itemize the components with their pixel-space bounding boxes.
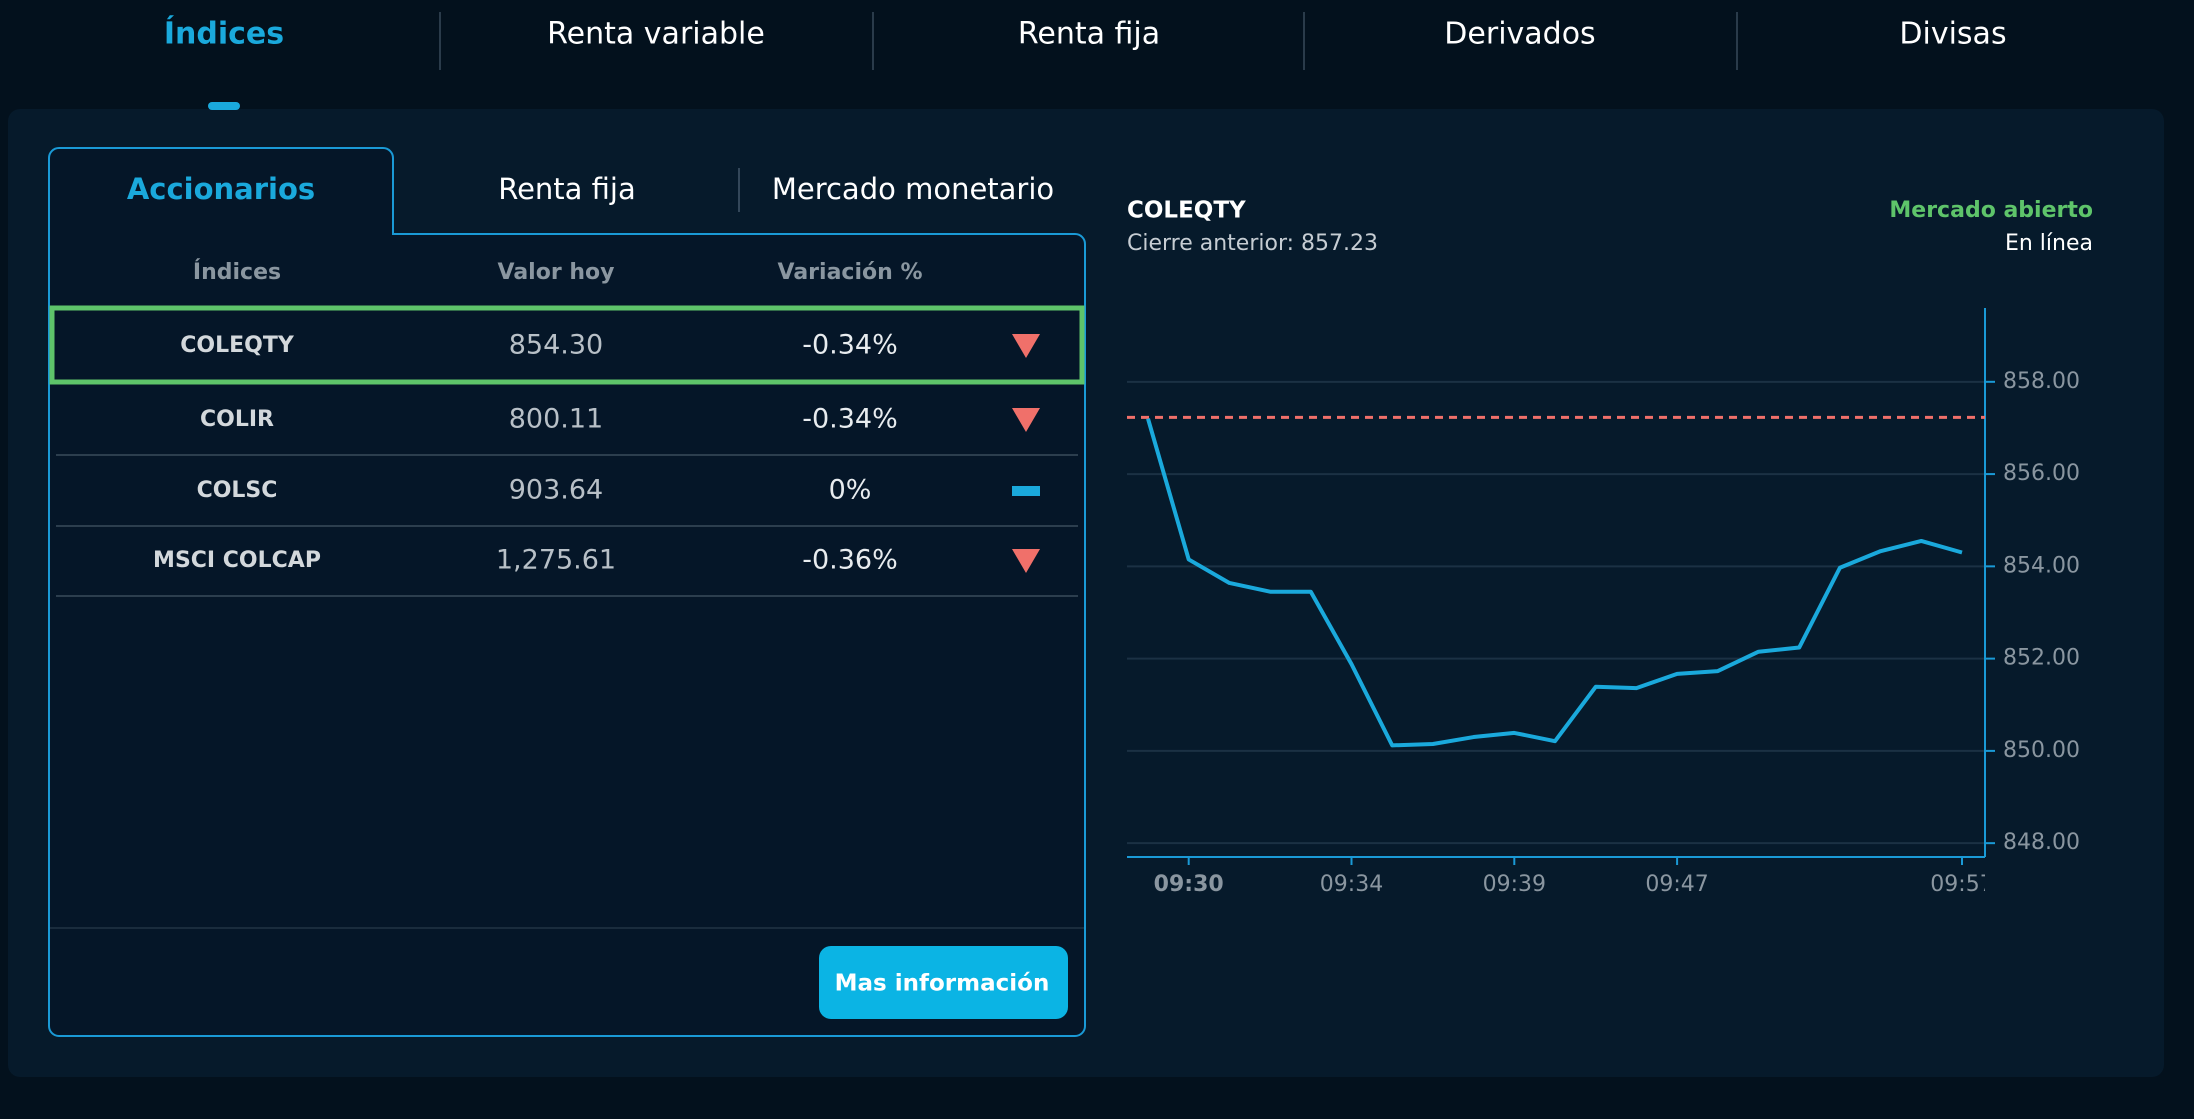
- y-tick-label: 856.00: [2003, 461, 2080, 486]
- table-cell[interactable]: 0%: [829, 475, 872, 506]
- nav-tab[interactable]: Renta fija: [1018, 17, 1160, 52]
- price-line: [1146, 418, 1963, 748]
- button-label[interactable]: Mas información: [835, 971, 1050, 997]
- y-tick-label: 848.00: [2003, 830, 2080, 855]
- subtab[interactable]: Renta fija: [498, 172, 636, 206]
- x-tick-label: 09:30: [1154, 872, 1224, 897]
- table-cell[interactable]: COLEQTY: [180, 333, 295, 358]
- table-card: [48, 147, 1086, 1037]
- nav-indicator: [208, 102, 240, 110]
- chart-title: COLEQTY: [1127, 198, 1246, 224]
- table-cell[interactable]: COLSC: [197, 478, 278, 503]
- y-tick-label: 850.00: [2003, 738, 2080, 763]
- y-tick-label: 854.00: [2003, 553, 2080, 578]
- x-tick-label: 09:47: [1645, 872, 1708, 897]
- trend-down-icon: [1012, 549, 1040, 573]
- subtab[interactable]: Accionarios: [127, 172, 315, 206]
- table-cell[interactable]: 903.64: [509, 475, 603, 506]
- column-header: Índices: [193, 259, 281, 285]
- trend-down-icon: [1012, 408, 1040, 432]
- nav-tab[interactable]: Renta variable: [547, 17, 765, 52]
- nav-tab[interactable]: Derivados: [1444, 17, 1595, 52]
- table-cell[interactable]: -0.34%: [802, 330, 898, 361]
- x-tick-label: 09:57: [1930, 872, 1993, 897]
- nav-tab[interactable]: Divisas: [1899, 17, 2006, 52]
- table-cell[interactable]: 800.11: [509, 404, 603, 435]
- selected-row: [49, 305, 1085, 385]
- y-tick-label: 858.00: [2003, 369, 2080, 394]
- market-status: Mercado abierto: [1889, 198, 2093, 223]
- nav-tab[interactable]: Índices: [164, 16, 284, 52]
- table-cell[interactable]: -0.36%: [802, 545, 898, 576]
- subtab[interactable]: Mercado monetario: [772, 172, 1054, 206]
- column-header: Variación %: [778, 260, 923, 285]
- table-cell[interactable]: COLIR: [200, 407, 274, 432]
- plot-area: 09:30 09:34 09:39 09:47 09:57: [1154, 857, 1993, 897]
- x-tick-label: 09:34: [1320, 872, 1383, 897]
- trend-down-icon: [1012, 334, 1040, 358]
- table-cell[interactable]: -0.34%: [802, 404, 898, 435]
- market-status-detail: En línea: [2005, 231, 2093, 256]
- more-info-button[interactable]: [819, 946, 1068, 1019]
- x-tick-label: 09:39: [1483, 872, 1546, 897]
- chart-subtitle: Cierre anterior: 857.23: [1127, 231, 1378, 256]
- column-header: Valor hoy: [498, 260, 615, 285]
- table-cell[interactable]: MSCI COLCAP: [153, 548, 321, 573]
- table-cell[interactable]: 1,275.61: [496, 545, 616, 576]
- trend-flat-icon: [1012, 486, 1040, 496]
- y-tick-label: 852.00: [2003, 646, 2080, 671]
- table-cell[interactable]: 854.30: [509, 330, 603, 361]
